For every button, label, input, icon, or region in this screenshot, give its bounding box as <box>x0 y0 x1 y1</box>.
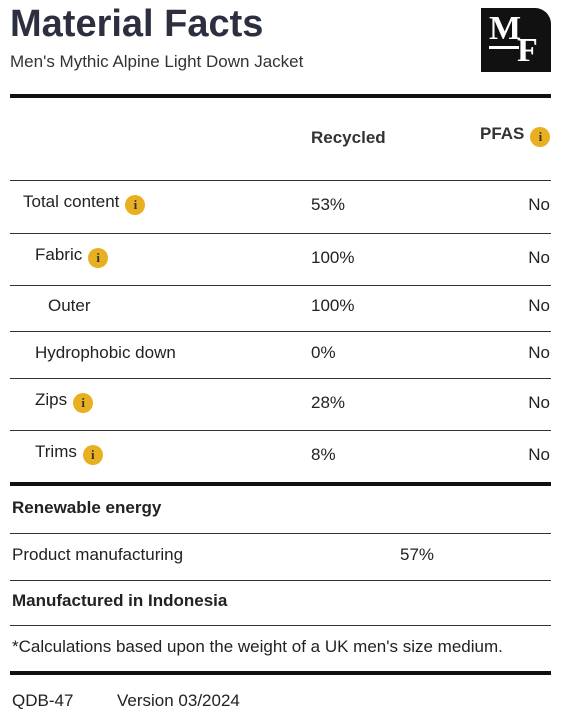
cell: 0% <box>311 343 336 362</box>
rule <box>10 482 551 486</box>
label-text: Trims <box>35 442 77 461</box>
label-text: Fabric <box>35 245 83 264</box>
cell: 8% <box>311 445 336 464</box>
rule <box>10 94 551 98</box>
info-icon[interactable]: i <box>530 127 551 147</box>
cell: No <box>528 393 550 412</box>
section-title: Renewable energy <box>12 498 162 517</box>
logo-m: M <box>489 10 522 47</box>
cell: No <box>528 343 550 362</box>
logo-rule <box>489 46 519 49</box>
subtitle: Men's Mythic Alpine Light Down Jacket <box>10 52 304 71</box>
column-header: PFAS i <box>480 124 551 147</box>
row-label: Total content i <box>23 192 146 215</box>
cell: No <box>528 195 550 214</box>
footnote: *Calculations based upon the weight of a… <box>12 637 503 656</box>
info-icon[interactable]: i <box>125 195 146 215</box>
cell: No <box>528 248 550 267</box>
cell: 100% <box>311 296 355 315</box>
footer-version: Version 03/2024 <box>117 691 240 710</box>
rule <box>10 625 551 626</box>
cell: 100% <box>311 248 355 267</box>
cell: 53% <box>311 195 346 214</box>
info-icon[interactable]: i <box>88 248 109 268</box>
column-header: Recycled <box>311 128 386 147</box>
row-label: Outer <box>48 296 91 315</box>
label-text: Zips <box>35 390 68 409</box>
rule <box>10 285 551 286</box>
row-label: Hydrophobic down <box>35 343 176 362</box>
row-label: Trims i <box>35 442 103 465</box>
rule <box>10 331 551 332</box>
cell: 57% <box>400 545 435 564</box>
title: Material Facts <box>10 3 264 45</box>
rule <box>10 533 551 534</box>
cell: No <box>528 445 550 464</box>
cell: 28% <box>311 393 346 412</box>
logo-f: F <box>517 32 538 69</box>
row-label: Zips i <box>35 390 94 413</box>
rule <box>10 580 551 581</box>
rule <box>10 671 551 675</box>
info-icon[interactable]: i <box>73 393 94 413</box>
column-header-text: PFAS <box>480 124 525 143</box>
label-text: Total content <box>23 192 120 211</box>
rule <box>10 378 551 379</box>
rule <box>10 180 551 181</box>
row-label: Fabric i <box>35 245 109 268</box>
origin: Manufactured in Indonesia <box>12 591 228 610</box>
cell: No <box>528 296 550 315</box>
row-label: Product manufacturing <box>12 545 184 564</box>
info-icon[interactable]: i <box>82 445 103 465</box>
logo: M F <box>481 8 551 72</box>
rule <box>10 233 551 234</box>
footer-code: QDB-47 <box>12 691 74 710</box>
rule <box>10 430 551 431</box>
